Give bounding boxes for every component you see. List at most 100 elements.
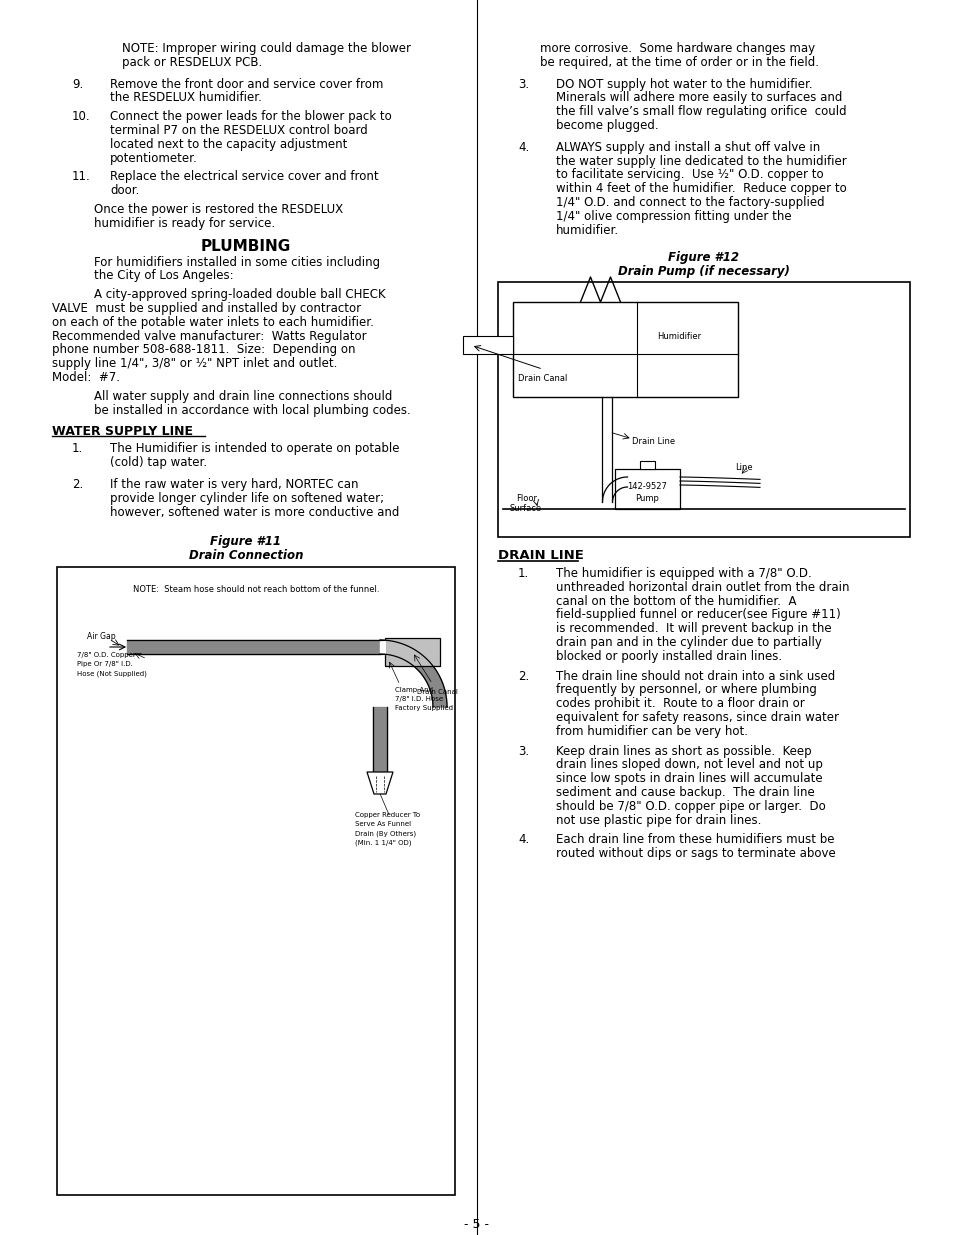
Text: Pipe Or 7/8" I.D.: Pipe Or 7/8" I.D. bbox=[77, 661, 132, 667]
Bar bbox=[385, 638, 439, 666]
Text: canal on the bottom of the humidifier.  A: canal on the bottom of the humidifier. A bbox=[556, 594, 796, 608]
Text: however, softened water is more conductive and: however, softened water is more conducti… bbox=[110, 505, 399, 519]
Text: the RESDELUX humidifier.: the RESDELUX humidifier. bbox=[110, 91, 262, 105]
Text: 4.: 4. bbox=[517, 834, 529, 846]
Text: Minerals will adhere more easily to surfaces and: Minerals will adhere more easily to surf… bbox=[556, 91, 841, 105]
Text: Each drain line from these humidifiers must be: Each drain line from these humidifiers m… bbox=[556, 834, 834, 846]
Text: 1.: 1. bbox=[71, 442, 83, 456]
Text: Drain Canal: Drain Canal bbox=[417, 689, 457, 695]
Text: the City of Los Angeles:: the City of Los Angeles: bbox=[94, 269, 233, 283]
Text: terminal P7 on the RESDELUX control board: terminal P7 on the RESDELUX control boar… bbox=[110, 124, 367, 137]
Text: 7/8" O.D. Copper: 7/8" O.D. Copper bbox=[77, 652, 135, 658]
Polygon shape bbox=[379, 640, 447, 706]
Text: be required, at the time of order or in the field.: be required, at the time of order or in … bbox=[539, 56, 818, 69]
Bar bbox=[615, 469, 679, 509]
Text: Floor: Floor bbox=[516, 494, 537, 503]
Text: Copper Reducer To: Copper Reducer To bbox=[355, 811, 419, 818]
Text: humidifier is ready for service.: humidifier is ready for service. bbox=[94, 217, 274, 230]
Text: Drain Line: Drain Line bbox=[632, 437, 675, 446]
Text: PLUMBING: PLUMBING bbox=[201, 238, 291, 253]
Bar bbox=[462, 336, 513, 354]
Text: Clamp And: Clamp And bbox=[395, 687, 433, 693]
Text: the fill valve’s small flow regulating orifice  could: the fill valve’s small flow regulating o… bbox=[556, 105, 845, 119]
Text: Humidifier: Humidifier bbox=[656, 332, 700, 341]
Text: All water supply and drain line connections should: All water supply and drain line connecti… bbox=[94, 390, 392, 403]
Text: field-supplied funnel or reducer(see Figure #11): field-supplied funnel or reducer(see Fig… bbox=[556, 609, 840, 621]
Text: 11.: 11. bbox=[71, 170, 91, 184]
Text: (cold) tap water.: (cold) tap water. bbox=[110, 456, 207, 469]
Text: on each of the potable water inlets to each humidifier.: on each of the potable water inlets to e… bbox=[52, 316, 374, 329]
Text: 10.: 10. bbox=[71, 110, 91, 124]
Text: Replace the electrical service cover and front: Replace the electrical service cover and… bbox=[110, 170, 378, 184]
Text: 3.: 3. bbox=[517, 78, 529, 90]
Text: should be 7/8" O.D. copper pipe or larger.  Do: should be 7/8" O.D. copper pipe or large… bbox=[556, 800, 825, 813]
Text: Keep drain lines as short as possible.  Keep: Keep drain lines as short as possible. K… bbox=[556, 745, 811, 757]
Text: more corrosive.  Some hardware changes may: more corrosive. Some hardware changes ma… bbox=[539, 42, 814, 56]
Text: 2.: 2. bbox=[517, 669, 529, 683]
Text: DO NOT supply hot water to the humidifier.: DO NOT supply hot water to the humidifie… bbox=[556, 78, 812, 90]
Text: be installed in accordance with local plumbing codes.: be installed in accordance with local pl… bbox=[94, 404, 411, 416]
Text: unthreaded horizontal drain outlet from the drain: unthreaded horizontal drain outlet from … bbox=[556, 580, 848, 594]
Text: Serve As Funnel: Serve As Funnel bbox=[355, 821, 411, 827]
Text: humidifier.: humidifier. bbox=[556, 224, 618, 237]
Text: 9.: 9. bbox=[71, 78, 83, 90]
Text: Once the power is restored the RESDELUX: Once the power is restored the RESDELUX bbox=[94, 203, 343, 216]
Text: For humidifiers installed in some cities including: For humidifiers installed in some cities… bbox=[94, 256, 379, 268]
Text: the water supply line dedicated to the humidifier: the water supply line dedicated to the h… bbox=[556, 154, 846, 168]
Text: Factory Supplied: Factory Supplied bbox=[395, 705, 453, 711]
Text: DRAIN LINE: DRAIN LINE bbox=[497, 550, 583, 562]
Text: Drain (By Others): Drain (By Others) bbox=[355, 830, 416, 836]
Text: from humidifier can be very hot.: from humidifier can be very hot. bbox=[556, 725, 747, 737]
Text: WATER SUPPLY LINE: WATER SUPPLY LINE bbox=[52, 425, 193, 438]
Text: - 5 -: - 5 - bbox=[464, 1218, 489, 1231]
Bar bbox=[639, 461, 655, 469]
Text: 142-9527: 142-9527 bbox=[627, 482, 667, 492]
Text: within 4 feet of the humidifier.  Reduce copper to: within 4 feet of the humidifier. Reduce … bbox=[556, 183, 846, 195]
Text: blocked or poorly installed drain lines.: blocked or poorly installed drain lines. bbox=[556, 650, 781, 663]
Text: sediment and cause backup.  The drain line: sediment and cause backup. The drain lin… bbox=[556, 785, 814, 799]
Text: 1/4" O.D. and connect to the factory-supplied: 1/4" O.D. and connect to the factory-sup… bbox=[556, 196, 823, 209]
Text: equivalent for safety reasons, since drain water: equivalent for safety reasons, since dra… bbox=[556, 711, 838, 724]
Text: A city-approved spring-loaded double ball CHECK: A city-approved spring-loaded double bal… bbox=[94, 288, 385, 301]
Text: supply line 1/4", 3/8" or ½" NPT inlet and outlet.: supply line 1/4", 3/8" or ½" NPT inlet a… bbox=[52, 357, 337, 370]
Polygon shape bbox=[602, 477, 627, 501]
Bar bbox=[497, 282, 909, 537]
Text: 1.: 1. bbox=[517, 567, 529, 580]
Text: Drain Canal: Drain Canal bbox=[517, 374, 567, 383]
Text: Recommended valve manufacturer:  Watts Regulator: Recommended valve manufacturer: Watts Re… bbox=[52, 330, 366, 342]
Text: located next to the capacity adjustment: located next to the capacity adjustment bbox=[110, 138, 347, 151]
Text: Drain Connection: Drain Connection bbox=[189, 550, 303, 562]
Text: Figure #12: Figure #12 bbox=[668, 252, 739, 264]
Text: become plugged.: become plugged. bbox=[556, 119, 658, 132]
Text: Connect the power leads for the blower pack to: Connect the power leads for the blower p… bbox=[110, 110, 392, 124]
Bar bbox=[513, 303, 738, 396]
Text: ALWAYS supply and install a shut off valve in: ALWAYS supply and install a shut off val… bbox=[556, 141, 820, 154]
Text: 3.: 3. bbox=[517, 745, 529, 757]
Text: Pump: Pump bbox=[635, 494, 659, 503]
Text: phone number 508-688-1811.  Size:  Depending on: phone number 508-688-1811. Size: Dependi… bbox=[52, 343, 355, 357]
Text: routed without dips or sags to terminate above: routed without dips or sags to terminate… bbox=[556, 847, 835, 861]
Text: NOTE:  Steam hose should not reach bottom of the funnel.: NOTE: Steam hose should not reach bottom… bbox=[132, 585, 379, 594]
Text: The drain line should not drain into a sink used: The drain line should not drain into a s… bbox=[556, 669, 835, 683]
Text: If the raw water is very hard, NORTEC can: If the raw water is very hard, NORTEC ca… bbox=[110, 478, 358, 492]
Text: provide longer cylinder life on softened water;: provide longer cylinder life on softened… bbox=[110, 492, 384, 505]
Text: frequently by personnel, or where plumbing: frequently by personnel, or where plumbi… bbox=[556, 683, 816, 697]
Text: 2.: 2. bbox=[71, 478, 83, 492]
Text: Air Gap: Air Gap bbox=[87, 632, 115, 641]
Text: 1/4" olive compression fitting under the: 1/4" olive compression fitting under the bbox=[556, 210, 791, 222]
Text: potentiometer.: potentiometer. bbox=[110, 152, 197, 164]
Text: drain lines sloped down, not level and not up: drain lines sloped down, not level and n… bbox=[556, 758, 822, 772]
Text: Hose (Not Supplied): Hose (Not Supplied) bbox=[77, 671, 147, 677]
Text: Model:  #7.: Model: #7. bbox=[52, 370, 120, 384]
Text: Line: Line bbox=[734, 463, 752, 472]
Text: The Humidifier is intended to operate on potable: The Humidifier is intended to operate on… bbox=[110, 442, 399, 456]
Text: Drain Pump (if necessary): Drain Pump (if necessary) bbox=[618, 266, 789, 278]
Text: 4.: 4. bbox=[517, 141, 529, 154]
Text: VALVE  must be supplied and installed by contractor: VALVE must be supplied and installed by … bbox=[52, 303, 361, 315]
Text: drain pan and in the cylinder due to partially: drain pan and in the cylinder due to par… bbox=[556, 636, 821, 650]
Text: codes prohibit it.  Route to a floor drain or: codes prohibit it. Route to a floor drai… bbox=[556, 698, 804, 710]
Text: pack or RESDELUX PCB.: pack or RESDELUX PCB. bbox=[122, 56, 262, 69]
Bar bbox=[57, 567, 455, 1195]
Text: The humidifier is equipped with a 7/8" O.D.: The humidifier is equipped with a 7/8" O… bbox=[556, 567, 811, 580]
Text: door.: door. bbox=[110, 184, 139, 198]
